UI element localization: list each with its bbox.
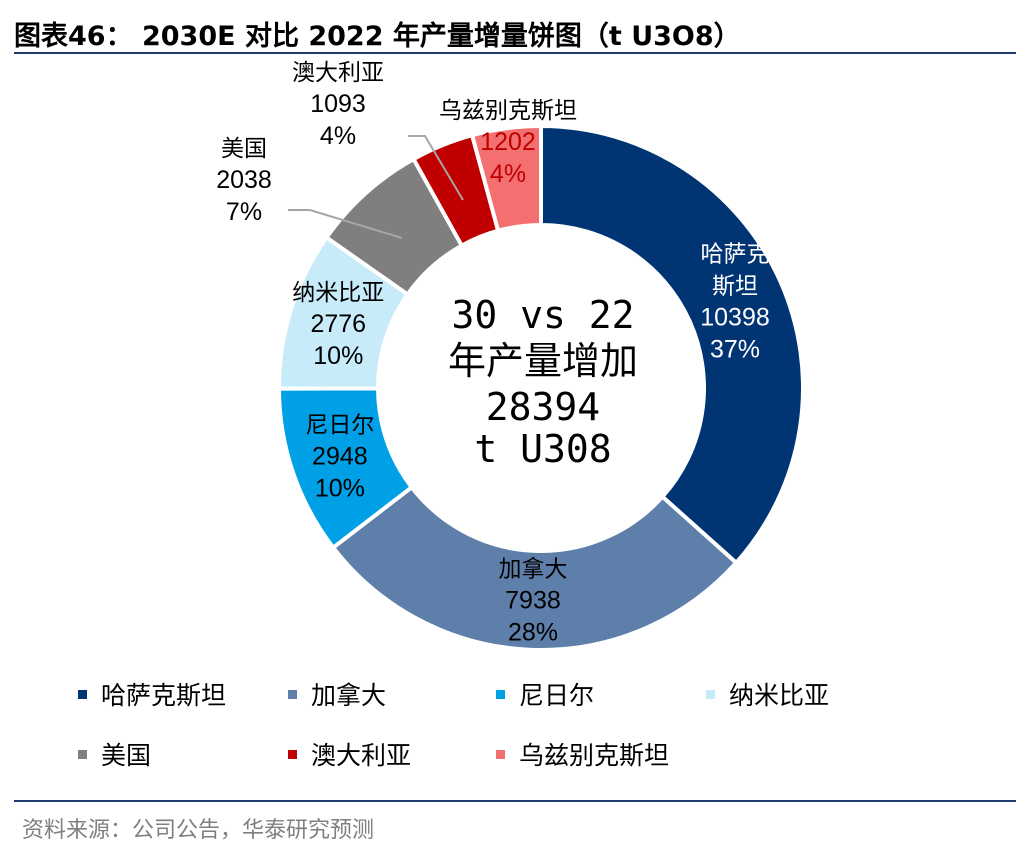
slice-label-6-line-2: 4% (490, 160, 526, 188)
slice-label-6-line-0: 乌兹别克斯坦 (439, 98, 577, 124)
legend-label-5: 澳大利亚 (311, 741, 412, 770)
slice-label-0-line-3: 37% (710, 335, 760, 363)
leader-line-usa (288, 209, 403, 239)
legend-item-4: 美国 (78, 736, 151, 772)
legend-item-2: 尼日尔 (496, 676, 594, 712)
slice-label-6-line-1: 1202 (480, 128, 536, 156)
legend-swatch-1 (288, 689, 297, 699)
slice-label-5-line-2: 4% (320, 122, 356, 150)
slice-label-3-line-1: 2776 (310, 310, 366, 338)
legend-item-1: 加拿大 (288, 676, 386, 712)
slice-label-2-line-1: 2948 (312, 443, 368, 471)
slice-label-4-line-1: 2038 (216, 166, 272, 194)
slice-label-0-line-0: 哈萨克 (701, 241, 770, 267)
slice-label-2-line-2: 10% (315, 475, 365, 503)
slice-label-4-line-2: 7% (226, 198, 262, 226)
slice-label-5-line-0: 澳大利亚 (292, 60, 384, 86)
slice-label-0-line-2: 10398 (700, 303, 770, 331)
center-label-line4: t U308 (474, 427, 611, 471)
source-note: 资料来源：公司公告，华泰研究预测 (22, 818, 375, 843)
legend-swatch-0 (78, 689, 87, 699)
donut-slice-0 (539, 123, 805, 566)
legend-swatch-5 (288, 749, 297, 759)
slice-label-1-line-2: 28% (508, 618, 558, 646)
chart-title: 图表46： 2030E 对比 2022 年产量增量饼图（t U3O8） (14, 21, 741, 52)
legend-swatch-4 (78, 749, 87, 759)
legend-label-3: 纳米比亚 (729, 681, 830, 710)
slice-label-3-line-0: 纳米比亚 (292, 280, 384, 306)
slice-label-5-line-1: 1093 (310, 90, 366, 118)
center-label-line2: 年产量增加 (448, 339, 638, 383)
legend-label-1: 加拿大 (311, 681, 387, 710)
center-label-line3: 28394 (486, 385, 600, 429)
slice-label-1-line-1: 7938 (505, 586, 561, 614)
legend-swatch-3 (706, 689, 715, 699)
legend-label-6: 乌兹别克斯坦 (519, 741, 670, 770)
donut-slice-6 (469, 123, 543, 234)
legend-item-6: 乌兹别克斯坦 (496, 736, 669, 772)
donut-slice-1 (330, 484, 740, 652)
legend-item-0: 哈萨克斯坦 (78, 676, 226, 712)
slice-label-1-line-0: 加拿大 (498, 555, 567, 582)
legend-label-0: 哈萨克斯坦 (101, 681, 227, 710)
legend-label-2: 尼日尔 (519, 681, 595, 710)
slice-label-4-line-0: 美国 (221, 136, 267, 162)
donut-chart: 哈萨克斯坦 10398 37% 加拿大 7938 28% 尼日尔 2948 10% 纳米比亚 277… (216, 60, 805, 652)
legend-label-4: 美国 (101, 741, 152, 770)
legend-item-3: 纳米比亚 (706, 676, 829, 712)
center-label-line1: 30 vs 22 (451, 293, 634, 337)
legend-item-5: 澳大利亚 (288, 736, 411, 772)
footer-divider (14, 800, 1016, 802)
slice-label-0-line-1: 斯坦 (712, 273, 758, 299)
legend-swatch-2 (496, 689, 505, 699)
slice-label-3-line-2: 10% (313, 342, 363, 370)
legend-swatch-6 (496, 749, 505, 759)
slice-label-2-line-0: 尼日尔 (305, 413, 374, 439)
title-divider (14, 52, 1016, 54)
leader-line-australia (408, 135, 464, 201)
